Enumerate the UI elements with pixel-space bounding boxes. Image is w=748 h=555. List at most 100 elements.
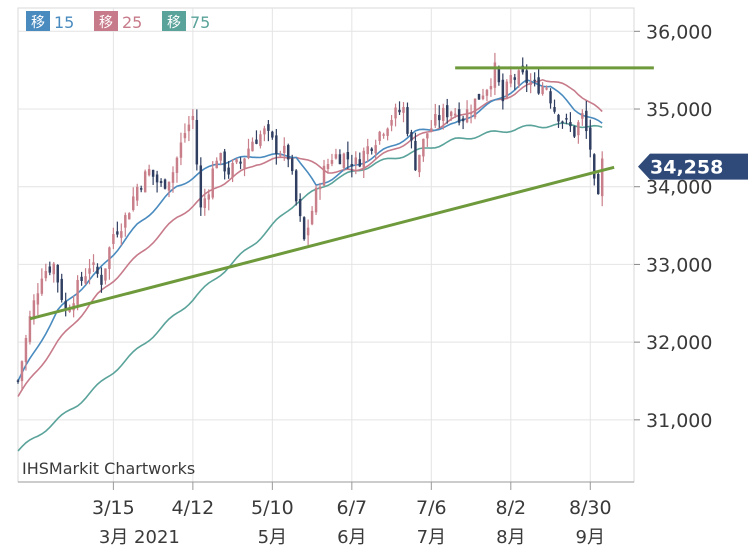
candle-body xyxy=(310,210,314,225)
candle-body xyxy=(76,279,79,305)
month-label: 7月 xyxy=(417,527,446,548)
candle-body xyxy=(585,110,588,132)
candle-body xyxy=(120,231,123,238)
candle-body xyxy=(581,113,584,119)
candle-body xyxy=(314,187,318,213)
month-label: 5月 xyxy=(258,527,287,548)
candle-body xyxy=(529,82,532,86)
candle-body xyxy=(537,77,540,94)
y-tick-label: 34,000 xyxy=(646,177,712,199)
candle-body xyxy=(283,145,286,154)
candle-body xyxy=(108,247,111,269)
candle-body xyxy=(497,67,501,83)
candle-body xyxy=(553,107,556,112)
candle-body xyxy=(422,138,425,157)
candle-body xyxy=(453,113,457,116)
candle-body xyxy=(378,131,381,141)
x-tick-label: 5/10 xyxy=(251,497,294,519)
candle-body xyxy=(223,151,226,172)
candle-body xyxy=(175,157,179,173)
candle-body xyxy=(509,74,513,84)
candle-body xyxy=(219,152,222,161)
candle-body xyxy=(573,126,576,137)
candle-body xyxy=(501,79,505,102)
candle-body xyxy=(362,150,365,168)
legend: 移 15 移 25 移 75 xyxy=(26,11,210,32)
candle-body xyxy=(465,109,469,123)
candle-body xyxy=(211,168,214,198)
candle-body xyxy=(116,231,119,235)
candle-body xyxy=(533,79,536,82)
candle-body xyxy=(171,172,175,183)
ma25-line xyxy=(17,78,603,397)
candle-body xyxy=(597,174,600,195)
candle-body xyxy=(40,278,44,294)
candle-body xyxy=(48,266,52,273)
ma75-line xyxy=(17,122,603,452)
ma15-line xyxy=(17,79,603,382)
legend-period: 75 xyxy=(190,13,210,32)
candle-body xyxy=(132,196,135,211)
candle-body xyxy=(442,107,445,121)
trendline-support xyxy=(29,165,615,321)
candle-body xyxy=(505,81,509,98)
candle-body xyxy=(239,161,242,164)
candle-body xyxy=(163,179,167,189)
candle-body xyxy=(525,70,528,84)
candle-body xyxy=(326,164,330,170)
candle-body xyxy=(64,300,67,310)
candle-body xyxy=(561,121,564,123)
candle-body xyxy=(104,268,107,281)
candle-body xyxy=(44,270,48,279)
candle-body xyxy=(477,93,481,100)
y-tick-label: 35,000 xyxy=(646,99,712,121)
candle-body xyxy=(366,146,369,155)
candle-body xyxy=(418,154,421,173)
candle-body xyxy=(92,262,95,265)
y-tick-label: 31,000 xyxy=(646,410,712,432)
candle-body xyxy=(135,186,139,201)
candlesticks xyxy=(16,52,604,391)
candle-body xyxy=(493,62,497,88)
candle-body xyxy=(60,278,63,300)
candle-body xyxy=(243,158,246,169)
candle-body xyxy=(247,148,250,159)
candle-body xyxy=(390,119,393,126)
legend-period: 25 xyxy=(122,13,142,32)
candle-body xyxy=(36,293,40,305)
candle-body xyxy=(426,133,429,139)
candle-body xyxy=(231,162,234,178)
candle-body xyxy=(338,154,342,165)
month-label: 8月 xyxy=(496,527,525,548)
last-value-shape xyxy=(638,153,748,180)
candle-body xyxy=(370,148,373,152)
y-tick-label: 36,000 xyxy=(646,21,712,43)
candle-body xyxy=(80,276,83,282)
candle-body xyxy=(513,77,517,80)
candle-body xyxy=(195,119,199,165)
candle-body xyxy=(302,217,306,240)
moving-average-lines xyxy=(17,78,603,452)
legend-swatch-25 xyxy=(94,11,118,31)
x-tick-label: 3/15 xyxy=(92,497,135,519)
candle-body xyxy=(445,105,449,118)
month-label: 9月 xyxy=(576,527,605,548)
x-tick-label: 4/12 xyxy=(172,497,215,519)
x-tick-label: 7/6 xyxy=(416,497,447,519)
candle-body xyxy=(32,300,36,320)
candle-body xyxy=(88,268,91,274)
candle-body xyxy=(159,181,163,184)
candle-body xyxy=(485,89,489,96)
candle-body xyxy=(271,131,274,138)
legend-label: 移 xyxy=(31,15,45,31)
candle-body xyxy=(346,152,350,160)
candle-body xyxy=(430,128,433,132)
month-label: 3月 2021 xyxy=(99,527,180,548)
candle-body xyxy=(112,234,115,244)
candle-body xyxy=(406,107,409,134)
candle-body xyxy=(183,133,187,139)
candle-body xyxy=(434,114,437,126)
candle-body xyxy=(20,361,24,382)
candle-body xyxy=(56,265,59,283)
